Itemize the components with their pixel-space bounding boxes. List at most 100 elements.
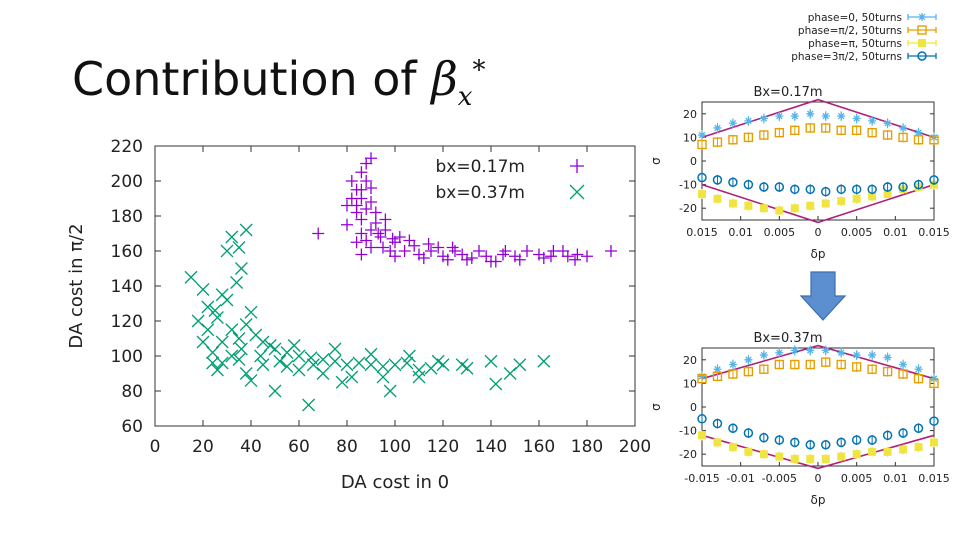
data-point [355, 166, 368, 179]
data-point [759, 182, 769, 192]
y-axis-label: σ [649, 403, 663, 411]
data-point [360, 203, 373, 215]
legend-label: phase=π/2, 50turns [798, 25, 902, 37]
data-point [232, 241, 246, 254]
x-tick-label: 0.005 [841, 226, 873, 239]
data-point [372, 227, 385, 240]
plot-frame [154, 145, 636, 427]
data-point [821, 454, 830, 463]
data-point [376, 370, 390, 384]
data-point [499, 245, 512, 257]
data-point [790, 184, 800, 195]
data-point [379, 213, 392, 226]
data-point [805, 440, 816, 450]
data-point [417, 252, 430, 264]
data-point [899, 360, 908, 369]
data-point [355, 227, 368, 240]
y-tick-label: -10 [679, 425, 697, 438]
data-point [220, 293, 234, 307]
data-point [364, 347, 378, 361]
x-tick-label: 40 [240, 437, 262, 457]
data-point [774, 182, 785, 192]
data-point [883, 190, 892, 199]
data-point [232, 332, 246, 345]
x-tick-label: 0 [815, 226, 822, 239]
data-point [365, 196, 377, 208]
data-point [851, 435, 862, 445]
x-axis-label: δp [811, 493, 826, 507]
data-point [561, 250, 574, 263]
y-tick-label: 0 [690, 155, 697, 168]
data-point [340, 358, 354, 372]
data-point [851, 184, 862, 195]
data-point [206, 346, 220, 359]
data-point [805, 184, 816, 195]
data-point [273, 354, 287, 368]
data-point [898, 132, 908, 143]
data-point [425, 245, 437, 257]
data-point [345, 175, 358, 187]
data-point [851, 362, 862, 372]
data-point [225, 230, 239, 244]
data-point [713, 438, 722, 447]
legend-label: phase=π, 50turns [808, 38, 902, 50]
data-point [929, 175, 939, 185]
data-point [239, 223, 253, 237]
legend-marker [917, 25, 927, 35]
data-point [497, 248, 509, 261]
data-point [836, 359, 846, 370]
data-point [774, 435, 785, 445]
x-tick-label: 100 [379, 437, 411, 457]
data-point [821, 199, 830, 208]
data-point [537, 354, 551, 368]
y-tick-label: 180 [111, 207, 143, 227]
data-point [713, 123, 722, 132]
data-point [386, 232, 399, 245]
data-point [360, 157, 373, 170]
data-point [254, 349, 268, 363]
data-point [328, 354, 342, 368]
arrow-shape [799, 271, 847, 321]
data-point [913, 373, 924, 384]
data-point [432, 241, 445, 254]
data-point [412, 370, 426, 384]
data-point [697, 139, 707, 150]
data-point [806, 346, 815, 355]
data-point [743, 132, 754, 143]
data-point [790, 454, 799, 463]
data-point [759, 364, 769, 374]
data-point [225, 349, 239, 363]
data-point [234, 262, 248, 275]
y-tick-label: -20 [679, 448, 697, 461]
data-point [806, 201, 815, 210]
data-point [365, 152, 377, 165]
data-point [408, 239, 421, 252]
data-point [744, 116, 753, 125]
data-point [460, 361, 474, 375]
data-point [328, 342, 342, 356]
x-tick-label: 160 [523, 437, 555, 457]
data-point [882, 366, 893, 377]
data-point [441, 253, 454, 266]
data-point [465, 252, 478, 264]
data-point [489, 377, 503, 391]
data-point [775, 348, 784, 357]
data-point [234, 342, 248, 356]
data-point [775, 206, 784, 215]
x-tick-label: 120 [427, 437, 459, 457]
x-axis-label: δp [811, 247, 826, 261]
data-point [759, 130, 769, 140]
x-tick-label: 0.015 [918, 226, 950, 239]
data-point [914, 443, 923, 452]
legend-marker [918, 39, 926, 47]
chart-title: Bx=0.37m [753, 331, 822, 346]
y-tick-label: 100 [111, 347, 143, 367]
data-point [759, 204, 768, 213]
data-point [304, 351, 318, 365]
data-point [728, 423, 738, 433]
data-point [914, 365, 923, 374]
data-point [913, 179, 924, 190]
x-tick-label: 0.015 [686, 226, 718, 239]
data-point [545, 250, 557, 263]
data-point [728, 135, 738, 145]
